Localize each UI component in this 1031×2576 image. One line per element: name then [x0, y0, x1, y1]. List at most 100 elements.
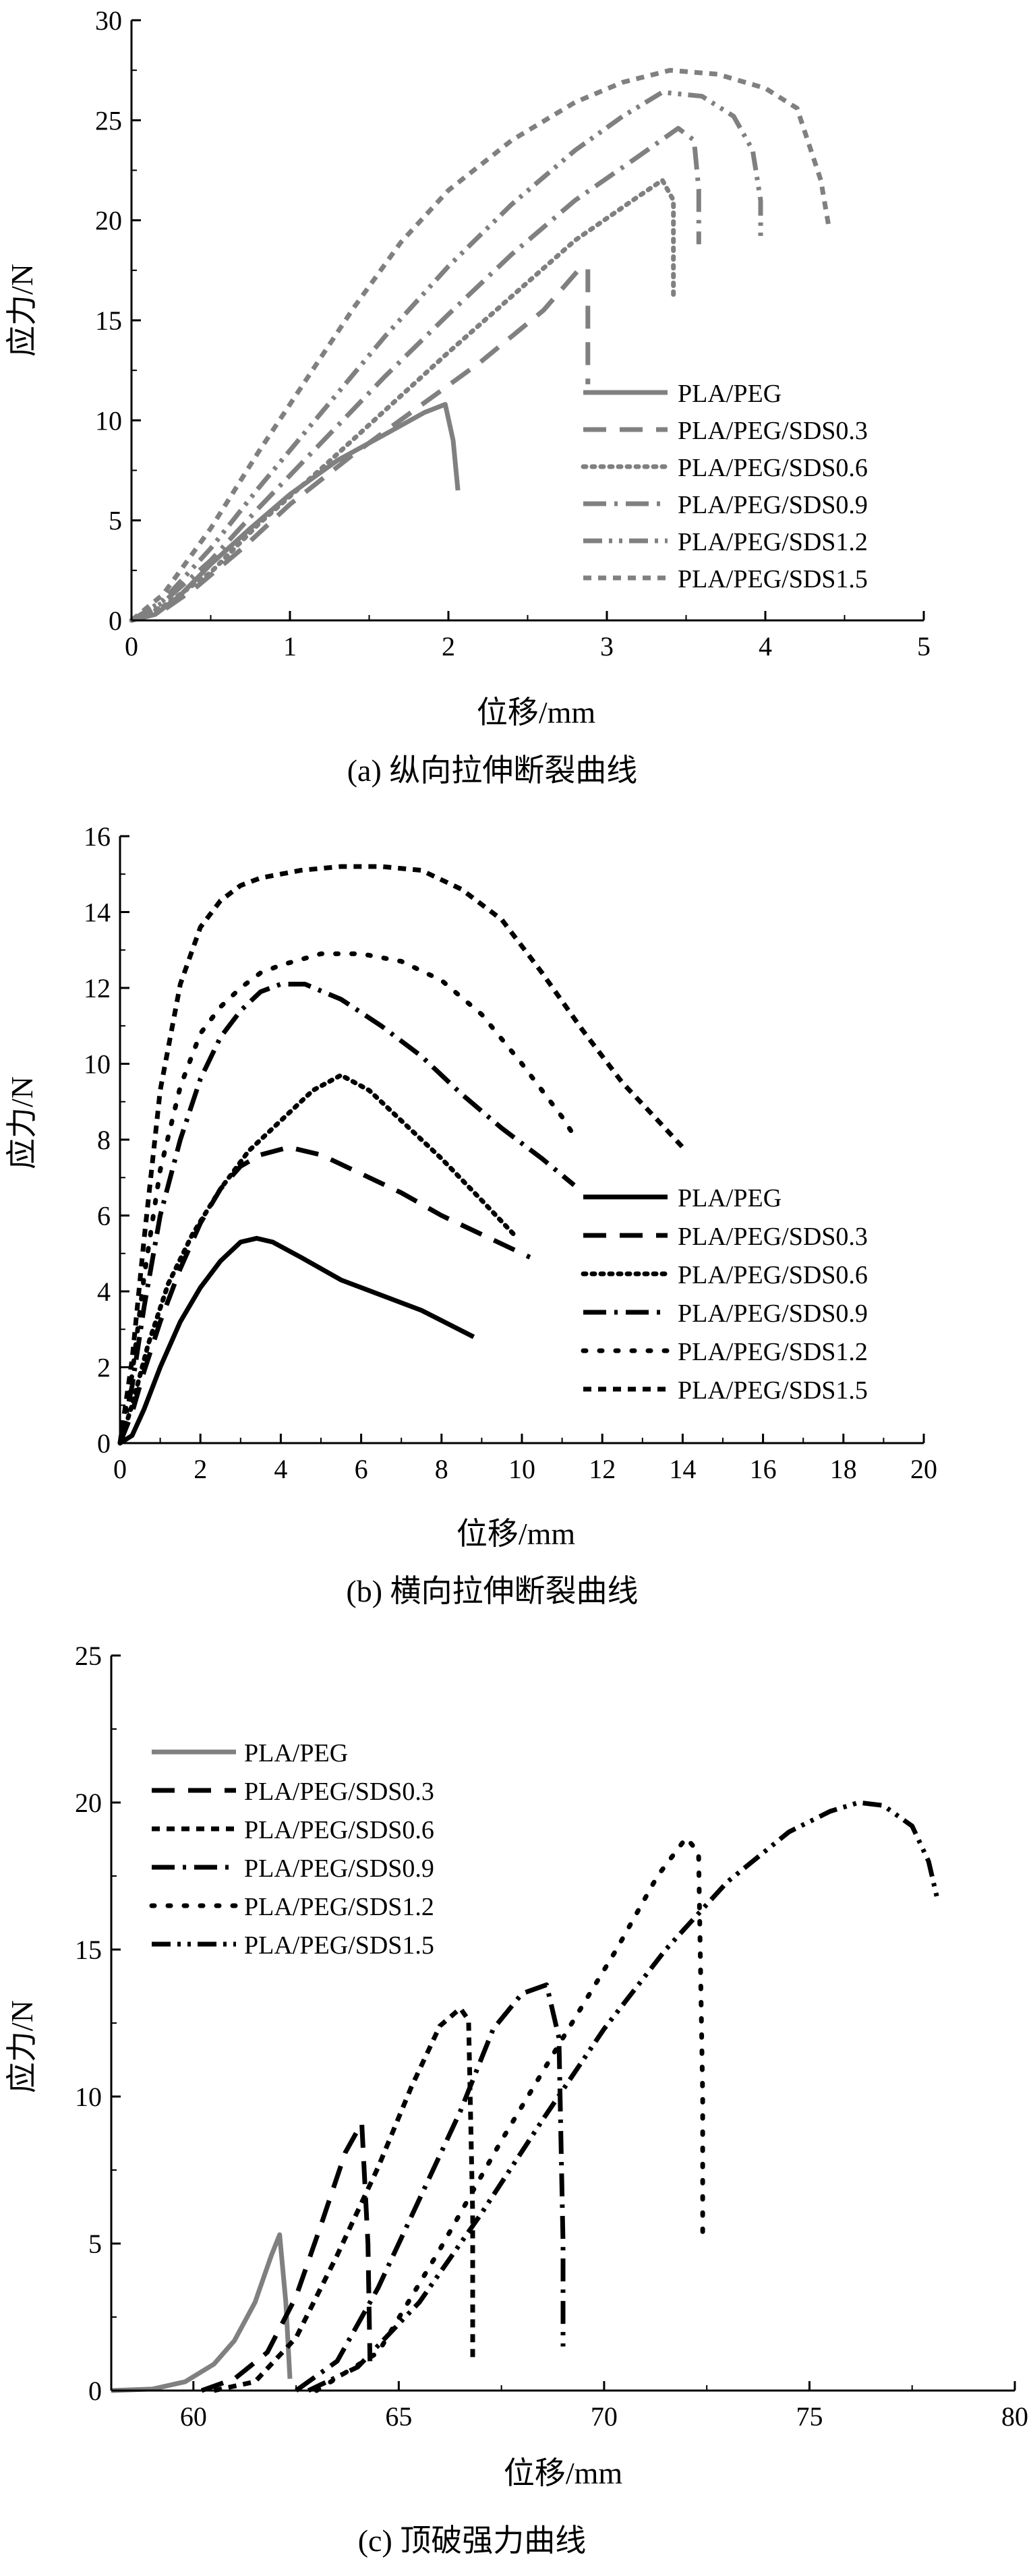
x-tick-label: 18: [830, 1454, 857, 1484]
x-tick-label: 2: [442, 631, 455, 662]
x-tick-label: 16: [750, 1454, 777, 1484]
panel-b-transverse: 0 2 4 6 8 10 12 14 16 18 20 0 2 4 6 8 10 12 14 16 位移/mm 应力…: [5, 821, 937, 1608]
y-tick-label: 5: [88, 2229, 102, 2259]
x-tick-label: 5: [917, 631, 931, 662]
y-tick-label: 25: [75, 1641, 102, 1671]
panel-c-x-ticks: 60 65 70 75 80: [180, 2381, 1028, 2432]
legend-b-label-1: PLA/PEG/SDS0.3: [678, 1223, 868, 1251]
x-tick-label: 70: [591, 2401, 618, 2432]
y-tick-label: 25: [95, 105, 122, 136]
x-tick-label: 14: [669, 1454, 696, 1484]
y-tick-label: 0: [88, 2376, 102, 2406]
series-line-a-5: [129, 67, 831, 622]
x-tick-label: 0: [113, 1454, 127, 1484]
y-tick-label: 8: [97, 1125, 111, 1155]
series-line-b-1: [117, 1144, 531, 1444]
x-tick-label: 60: [180, 2401, 207, 2432]
y-tick-label: 2: [97, 1353, 111, 1383]
y-tick-label: 14: [84, 898, 111, 928]
x-tick-label: 80: [1001, 2401, 1028, 2432]
y-tick-label: 12: [84, 973, 111, 1003]
x-tick-label: 2: [194, 1454, 207, 1484]
y-tick-label: 6: [97, 1201, 111, 1231]
y-tick-label: 10: [75, 2082, 102, 2112]
legend-b-label-5: PLA/PEG/SDS1.5: [678, 1376, 868, 1405]
panel-a-x-ticks: 0 1 2 3 4 5: [125, 611, 931, 662]
panel-c-series: [111, 1800, 939, 2393]
legend-b-label-3: PLA/PEG/SDS0.9: [678, 1299, 868, 1328]
panel-c-caption: (c) 顶破强力曲线: [358, 2523, 587, 2558]
legend-c-label-4: PLA/PEG/SDS1.2: [244, 1893, 434, 1921]
y-tick-label: 15: [75, 1935, 102, 1965]
panel-a-longitudinal: 0 1 2 3 4 5 0 5 10 15 20 25 30 位移/mm 应力/N (a) 纵向拉伸断…: [5, 5, 931, 788]
y-tick-label: 30: [95, 5, 122, 36]
legend-a-label-0: PLA/PEG: [678, 380, 782, 408]
series-line-b-5: [117, 864, 684, 1444]
y-tick-label: 5: [109, 506, 122, 536]
panel-b-ylabel: 应力/N: [5, 1076, 39, 1169]
series-line-a-3: [130, 125, 701, 623]
panel-b-caption: (b) 横向拉伸断裂曲线: [346, 1574, 638, 1608]
legend-c-label-3: PLA/PEG/SDS0.9: [244, 1854, 434, 1883]
series-line-c-2: [213, 2006, 475, 2393]
panel-c-legend: PLA/PEG PLA/PEG/SDS0.3 PLA/PEG/SDS0.6 PL…: [149, 1739, 434, 1960]
series-line-a-2: [129, 177, 676, 623]
y-tick-label: 20: [75, 1788, 102, 1818]
x-tick-label: 8: [435, 1454, 448, 1484]
panel-a-caption: (a) 纵向拉伸断裂曲线: [347, 753, 638, 788]
panel-b-legend: PLA/PEG PLA/PEG/SDS0.3 PLA/PEG/SDS0.6 PL…: [581, 1184, 868, 1405]
panel-b-x-ticks: 0 2 4 6 8 10 12 14 16 18 20: [113, 1434, 937, 1484]
x-tick-label: 1: [283, 631, 297, 662]
x-tick-label: 6: [355, 1454, 368, 1484]
series-line-b-4: [117, 951, 577, 1446]
legend-a-label-2: PLA/PEG/SDS0.6: [678, 454, 868, 482]
series-line-c-3: [295, 1982, 566, 2393]
series-line-a-4: [130, 90, 763, 622]
legend-c-label-5: PLA/PEG/SDS1.5: [244, 1931, 434, 1960]
panel-a-ylabel: 应力/N: [5, 264, 39, 357]
x-tick-label: 0: [125, 631, 138, 662]
y-tick-label: 0: [97, 1428, 111, 1459]
panel-c-y-ticks: 0 5 10 15 20 25: [75, 1641, 121, 2406]
legend-c-label-2: PLA/PEG/SDS0.6: [244, 1816, 434, 1844]
panel-b-series: [117, 864, 684, 1446]
x-tick-label: 10: [508, 1454, 535, 1484]
legend-b-label-2: PLA/PEG/SDS0.6: [678, 1261, 868, 1289]
panel-a-xlabel: 位移/mm: [477, 695, 596, 730]
legend-c-label-0: PLA/PEG: [244, 1739, 348, 1767]
legend-a-label-4: PLA/PEG/SDS1.2: [678, 528, 868, 556]
panel-a-series: [129, 67, 831, 623]
y-tick-label: 10: [84, 1049, 111, 1080]
series-line-b-2: [117, 1072, 517, 1446]
x-tick-label: 12: [589, 1454, 616, 1484]
y-tick-label: 20: [95, 206, 122, 236]
x-tick-label: 4: [759, 631, 772, 662]
series-line-b-0: [119, 1235, 475, 1445]
legend-a-label-1: PLA/PEG/SDS0.3: [678, 417, 868, 445]
y-tick-label: 0: [109, 606, 122, 636]
panel-b-y-ticks: 0 2 4 6 8 10 12 14 16: [84, 821, 129, 1459]
x-tick-label: 3: [600, 631, 614, 662]
legend-a-label-3: PLA/PEG/SDS0.9: [678, 491, 868, 519]
series-line-c-5: [307, 1800, 939, 2393]
y-tick-label: 15: [95, 305, 122, 336]
panel-c-xlabel: 位移/mm: [504, 2456, 623, 2490]
x-tick-label: 4: [274, 1454, 287, 1484]
y-tick-label: 10: [95, 405, 122, 436]
series-line-c-0: [111, 2232, 293, 2393]
legend-a-label-5: PLA/PEG/SDS1.5: [678, 565, 868, 593]
legend-b-label-4: PLA/PEG/SDS1.2: [678, 1338, 868, 1366]
x-tick-label: 65: [385, 2401, 412, 2432]
x-tick-label: 75: [796, 2401, 823, 2432]
panel-a-legend: PLA/PEG PLA/PEG/SDS0.3 PLA/PEG/SDS0.6 PL…: [581, 380, 868, 593]
y-tick-label: 16: [84, 821, 111, 852]
x-tick-label: 20: [910, 1454, 937, 1484]
legend-b-label-0: PLA/PEG: [678, 1184, 782, 1212]
y-tick-label: 4: [97, 1277, 111, 1307]
panel-a-y-ticks: 0 5 10 15 20 25 30: [95, 5, 141, 636]
series-line-b-3: [117, 981, 576, 1444]
panel-c-bursting: 60 65 70 75 80 0 5 10 15 20 25 位移/mm 应力/N (c) 顶破强…: [5, 1641, 1028, 2558]
panel-b-xlabel: 位移/mm: [456, 1517, 576, 1551]
series-line-c-1: [200, 2120, 373, 2393]
